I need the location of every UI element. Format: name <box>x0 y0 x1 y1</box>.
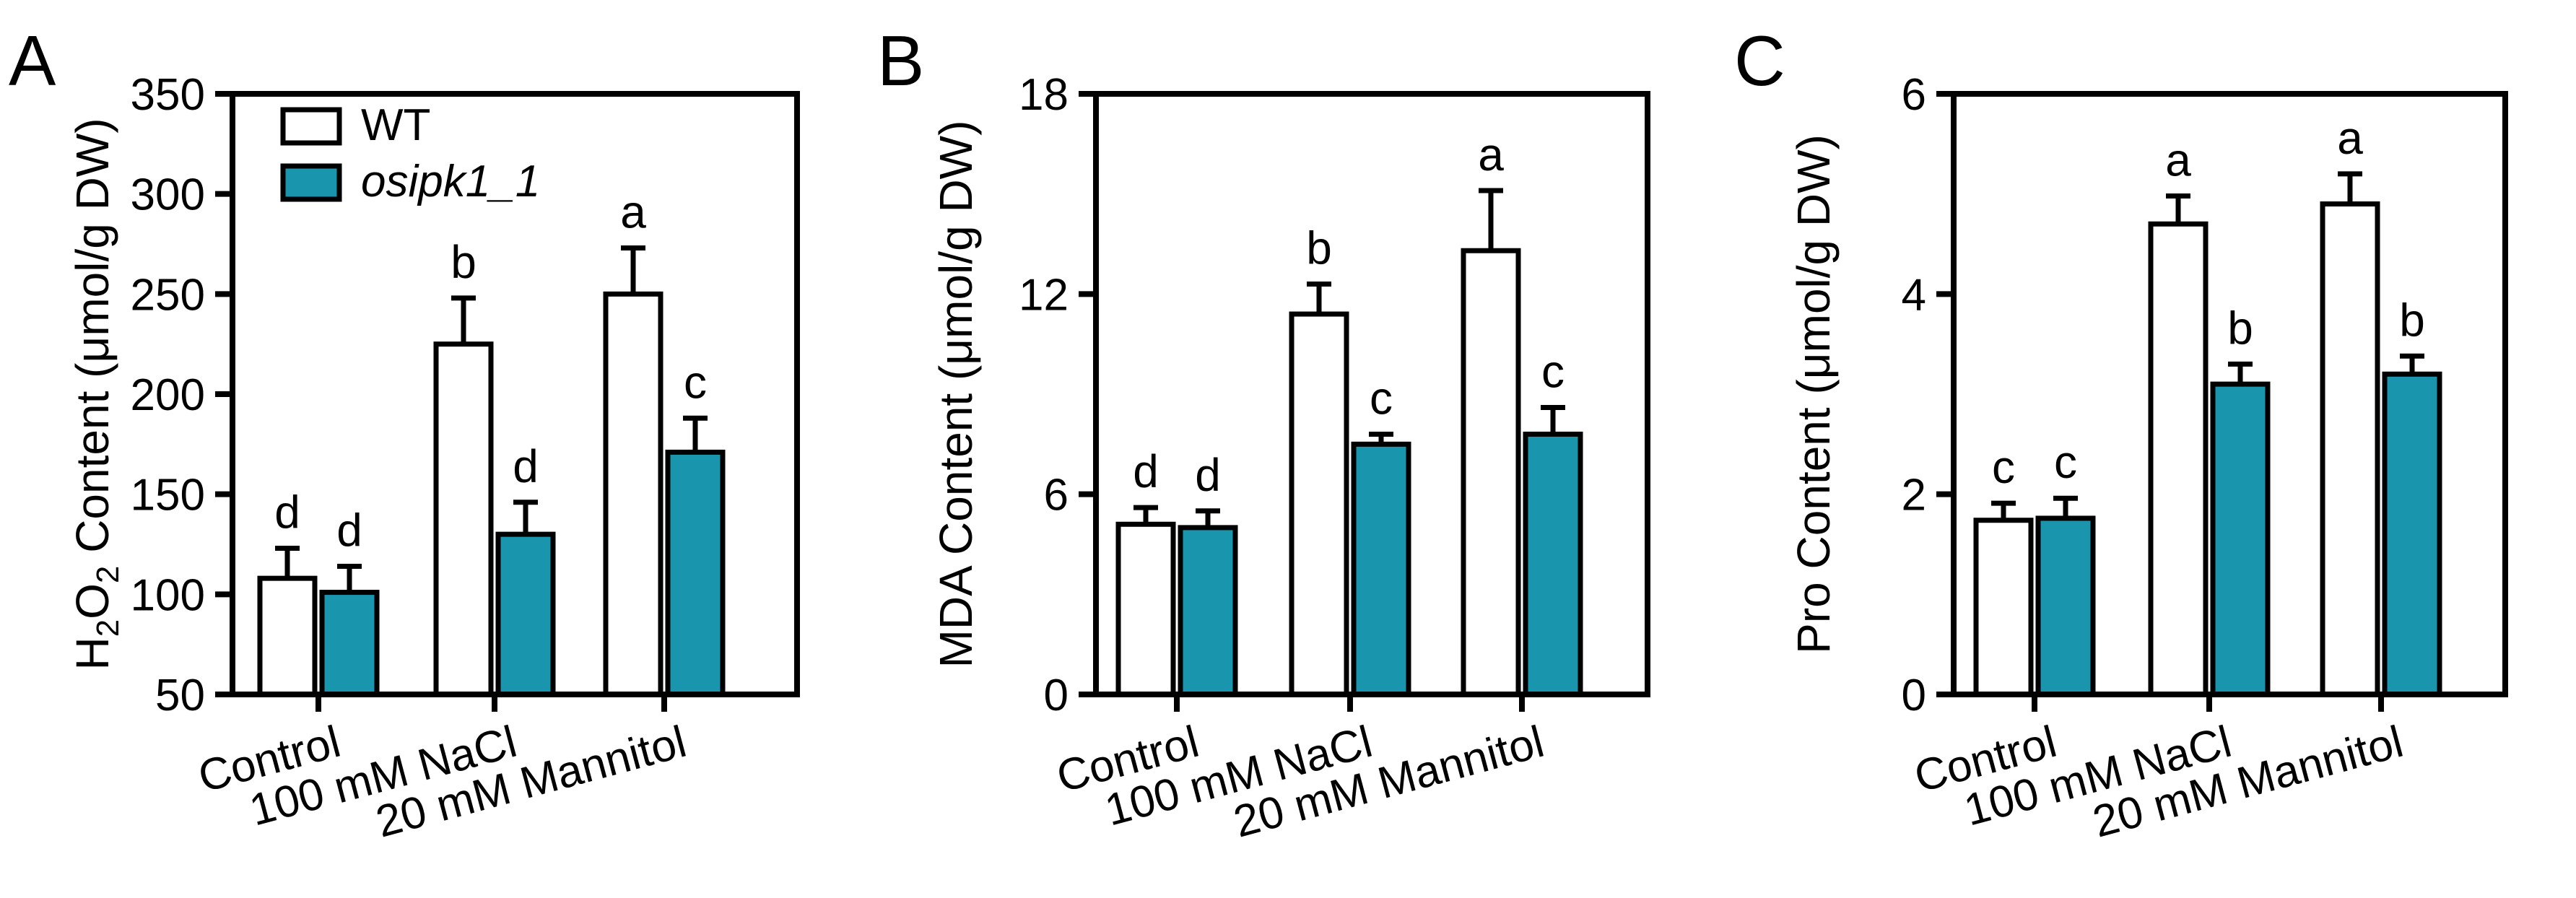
significance-letter: a <box>2165 134 2191 186</box>
bar-wt <box>1461 248 1521 697</box>
y-axis-label: Pro Content (μmol/g DW) <box>1788 134 1840 654</box>
legend-label-mutant: osipk1_1 <box>361 157 540 206</box>
bar-wt <box>603 291 663 697</box>
bar-mutant <box>2382 371 2442 697</box>
significance-letter: d <box>1133 445 1159 497</box>
bar-mutant <box>665 449 726 697</box>
y-axis-label: MDA Content (μmol/g DW) <box>930 121 982 668</box>
panel-label: C <box>1734 21 1785 100</box>
significance-letter: b <box>2227 302 2253 354</box>
y-tick-label: 2 <box>1902 471 1926 520</box>
significance-letter: d <box>274 487 300 539</box>
y-tick-label: 6 <box>1902 70 1926 120</box>
significance-letter: b <box>1306 222 1332 274</box>
bar-wt <box>2320 201 2380 697</box>
y-tick-label: 6 <box>1044 471 1069 520</box>
bar-wt <box>1973 518 2034 697</box>
y-tick-label: 0 <box>1044 671 1069 720</box>
legend-swatch-wt <box>280 107 342 146</box>
legend-swatch-mutant <box>280 163 342 202</box>
significance-letter: d <box>513 440 539 492</box>
y-tick-label: 200 <box>131 370 205 420</box>
legend-label-wt: WT <box>361 100 430 150</box>
bar-mutant <box>1351 441 1411 697</box>
significance-letter: c <box>1370 372 1393 424</box>
panel-label: B <box>877 21 924 100</box>
significance-letter: c <box>1541 345 1565 397</box>
y-tick-label: 0 <box>1902 671 1926 720</box>
significance-letter: b <box>2399 294 2425 346</box>
y-tick-label: 300 <box>131 170 205 220</box>
legend: WT osipk1_1 <box>280 100 540 206</box>
bar-mutant <box>2035 515 2096 697</box>
y-tick-label: 350 <box>131 70 205 120</box>
significance-letter: c <box>1992 441 2015 493</box>
y-tick-label: 50 <box>155 671 205 720</box>
bar-wt <box>1115 521 1176 697</box>
bar-mutant <box>319 590 380 697</box>
significance-letter: a <box>1478 128 1504 180</box>
panel-label: A <box>9 21 56 100</box>
significance-letter: b <box>451 236 477 288</box>
y-tick-label: 4 <box>1902 270 1926 320</box>
plot-frame <box>1093 91 1650 697</box>
y-tick-label: 100 <box>131 570 205 620</box>
y-tick-label: 18 <box>1019 70 1069 120</box>
bar-wt <box>257 575 318 697</box>
bar-wt <box>2148 221 2209 697</box>
plot-frame <box>1951 91 2508 697</box>
bar-mutant <box>1523 431 1583 697</box>
significance-letter: d <box>336 505 362 557</box>
bar-wt <box>1289 311 1349 697</box>
y-axis-label: H2O2 Content (μmol/g DW) <box>66 118 126 670</box>
bar-mutant <box>495 531 556 697</box>
y-tick-label: 250 <box>131 270 205 320</box>
bar-mutant <box>1178 525 1238 697</box>
significance-letter: a <box>620 186 646 238</box>
bar-mutant <box>2210 381 2271 697</box>
y-tick-label: 12 <box>1019 270 1069 320</box>
significance-letter: c <box>2054 436 2077 488</box>
bar-wt <box>433 341 494 697</box>
significance-letter: a <box>2337 112 2363 164</box>
significance-letter: d <box>1195 449 1221 501</box>
significance-letter: c <box>684 356 707 408</box>
y-tick-label: 150 <box>131 471 205 520</box>
